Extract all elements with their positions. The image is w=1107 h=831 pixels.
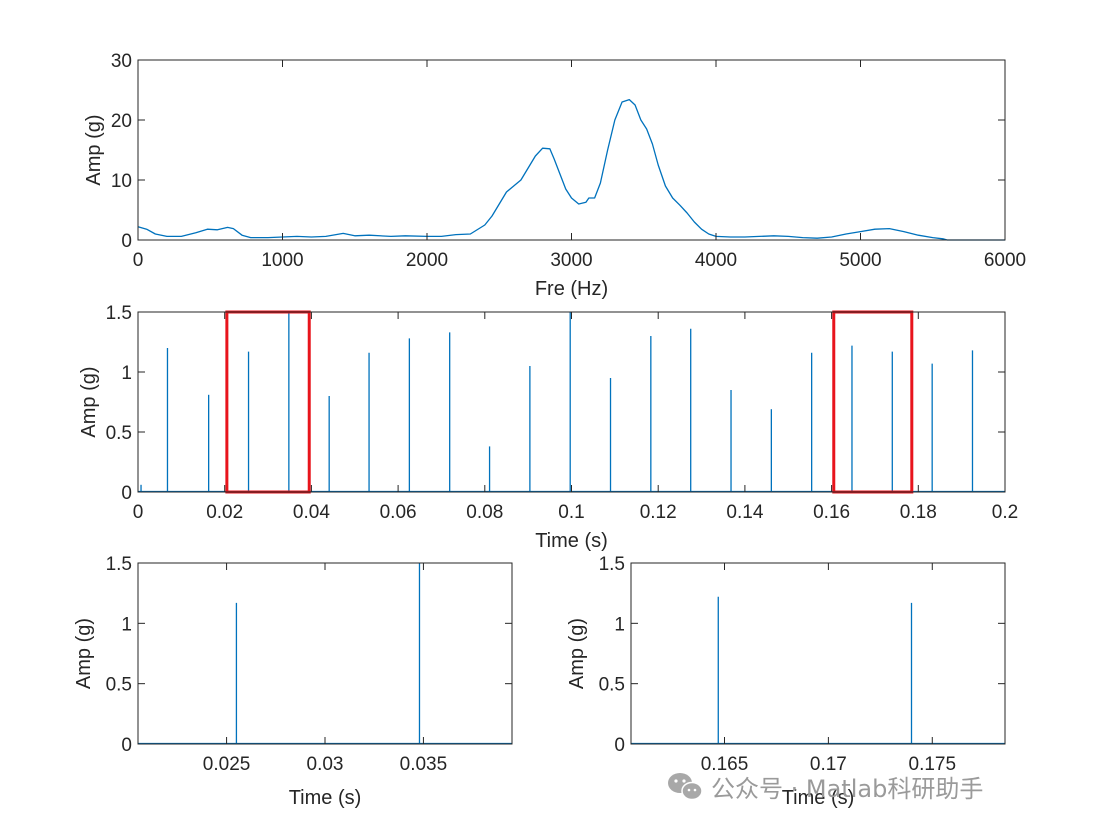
x-tick-label-2: 0.035 — [400, 754, 448, 775]
x-tick-label-2: 0.175 — [909, 754, 957, 775]
x-tick-label-3: 3000 — [550, 250, 592, 271]
x-axis-label: Time (s) — [535, 530, 608, 552]
y-tick-label-1: 0.5 — [106, 675, 132, 696]
x-tick-label-1: 0.17 — [810, 754, 847, 775]
y-tick-label-0: 0 — [614, 735, 625, 756]
y-tick-label-2: 1 — [121, 614, 132, 635]
y-tick-label-1: 10 — [111, 171, 132, 192]
plot-area-zoom-left — [137, 562, 513, 745]
y-axis-label: Amp (g) — [83, 114, 105, 185]
watermark-text: 公众号 · Matlab科研助手 — [711, 775, 983, 803]
x-tick-label-0: 0 — [133, 250, 144, 271]
axes-spectrum: 0 1000 2000 3000 4000 5000 6000 0 10 20 30 Fre (Hz)… — [83, 51, 1026, 300]
axes-waveform: 0 0.02 0.04 0.06 0.08 0.1 0.12 0.14 0.16 0.18 0.2 0… — [78, 303, 1018, 552]
x-tick-label-4: 4000 — [695, 250, 737, 271]
y-tick-label-0: 0 — [121, 483, 132, 504]
plot-area-waveform — [137, 311, 1006, 493]
x-tick-label-2: 2000 — [406, 250, 448, 271]
y-axis-label: Amp (g) — [73, 618, 95, 689]
x-tick-label-0: 0 — [133, 502, 144, 523]
x-tick-label-1: 0.03 — [307, 754, 344, 775]
x-tick-label-0: 0.025 — [203, 754, 251, 775]
y-tick-label-0: 0 — [121, 735, 132, 756]
x-tick-label-8: 0.16 — [813, 502, 850, 523]
watermark: 公众号 · Matlab科研助手 — [668, 773, 983, 803]
y-tick-label-3: 1.5 — [599, 554, 625, 575]
x-tick-label-1: 1000 — [261, 250, 303, 271]
y-tick-label-3: 1.5 — [106, 554, 132, 575]
plot-area-zoom-right — [630, 562, 1006, 745]
y-tick-label-2: 1 — [614, 614, 625, 635]
wechat-icon — [668, 773, 703, 801]
x-tick-label-3: 0.06 — [380, 502, 417, 523]
x-tick-label-1: 0.02 — [206, 502, 243, 523]
x-tick-label-7: 0.14 — [726, 502, 763, 523]
x-tick-label-6: 6000 — [984, 250, 1026, 271]
y-tick-label-1: 0.5 — [599, 675, 625, 696]
series-line-0 — [137, 98, 1005, 241]
x-axis-label: Time (s) — [289, 787, 362, 809]
y-tick-label-2: 20 — [111, 111, 132, 132]
data-spectrum — [137, 98, 1005, 241]
x-tick-label-10: 0.2 — [992, 502, 1018, 523]
x-axis-label: Fre (Hz) — [535, 278, 608, 300]
x-tick-label-5: 5000 — [839, 250, 881, 271]
axes-zoom-left: 0.025 0.03 0.035 0 0.5 1 1.5 Time (s) Amp (g) — [73, 554, 513, 809]
x-tick-label-5: 0.1 — [558, 502, 584, 523]
y-axis-label: Amp (g) — [78, 366, 100, 437]
x-tick-label-2: 0.04 — [293, 502, 330, 523]
y-tick-label-1: 0.5 — [106, 423, 132, 444]
x-tick-label-4: 0.08 — [466, 502, 503, 523]
x-tick-label-6: 0.12 — [640, 502, 677, 523]
x-tick-label-9: 0.18 — [900, 502, 937, 523]
plot-area-spectrum — [137, 59, 1006, 241]
y-tick-label-0: 0 — [121, 231, 132, 252]
x-tick-label-0: 0.165 — [701, 754, 749, 775]
axes-zoom-right: 0.165 0.17 0.175 0 0.5 1 1.5 Time (s) Amp (g) — [566, 554, 1006, 809]
y-axis-label: Amp (g) — [566, 618, 588, 689]
y-tick-label-3: 30 — [111, 51, 132, 72]
y-tick-label-3: 1.5 — [106, 303, 132, 324]
axes-border-zoom-right — [630, 562, 1006, 745]
y-tick-label-2: 1 — [121, 363, 132, 384]
x-axis-label: Time (s) — [782, 787, 855, 809]
